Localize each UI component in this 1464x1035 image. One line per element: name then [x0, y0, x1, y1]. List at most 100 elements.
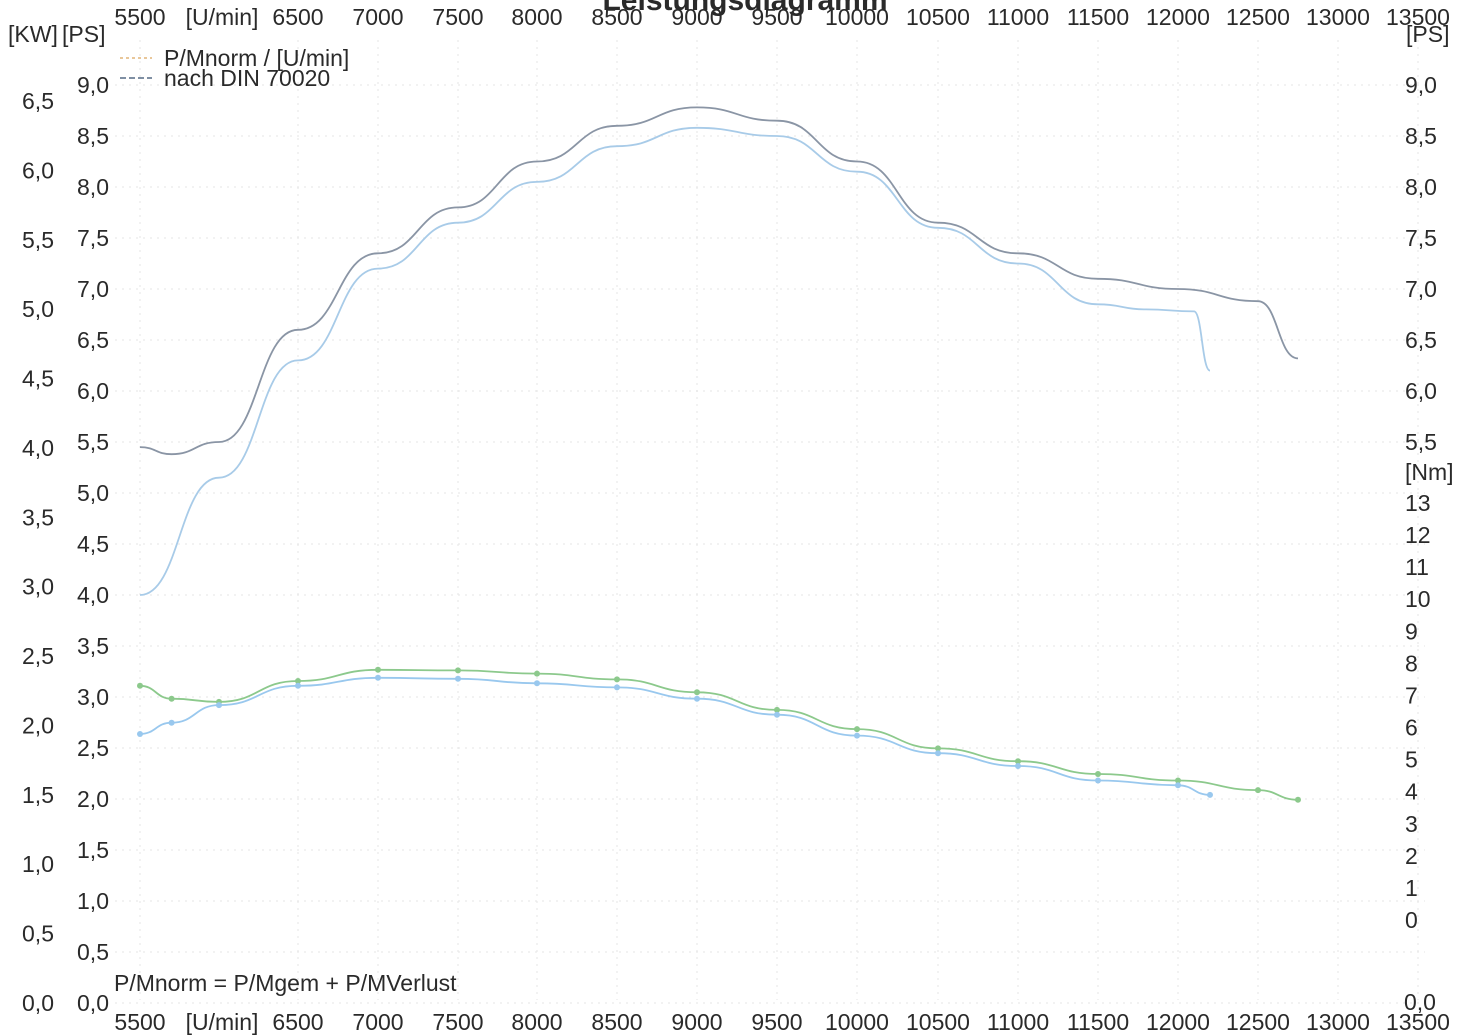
nm-tick-7: 7	[1405, 682, 1418, 708]
nm-tick-6: 6	[1405, 715, 1418, 741]
kw-tick-8: 2,5	[22, 643, 54, 669]
nm-tick-13: 13	[1405, 490, 1431, 516]
ps-left-tick-0: 9,0	[77, 72, 109, 98]
ps-left-tick-12: 3,0	[77, 684, 109, 710]
kw-tick-2: 5,5	[22, 227, 54, 253]
x-tick-top-7500: 7500	[432, 4, 483, 30]
nm-tick-1: 1	[1405, 875, 1418, 901]
x-tick-bottom-9500: 9500	[751, 1009, 802, 1035]
x-tick-bottom-12500: 12500	[1226, 1009, 1290, 1035]
series-point-torque-din-12	[1015, 763, 1021, 769]
kw-tick-9: 2,0	[22, 712, 54, 738]
series-point-torque-norm-9	[774, 706, 780, 713]
ps-left-tick-15: 1,5	[77, 837, 109, 863]
ps-left-tick-13: 2,5	[77, 735, 109, 761]
kw-tick-1: 6,0	[22, 157, 54, 183]
x-tick-top-12000: 12000	[1146, 4, 1210, 30]
series-point-torque-din-13	[1095, 777, 1101, 784]
series-point-torque-norm-6	[534, 670, 540, 677]
ps-right-tick-1: 8,5	[1405, 123, 1437, 149]
x-tick-bottom-7000: 7000	[352, 1009, 403, 1035]
nm-tick-10: 10	[1405, 586, 1431, 612]
series-point-torque-din-3	[295, 682, 301, 689]
ps-left-tick-10: 4,0	[77, 582, 109, 608]
formula-annotation: P/Mnorm = P/Mgem + P/MVerlust	[114, 970, 457, 996]
series-point-torque-norm-15	[1255, 787, 1261, 794]
ps-left-tick-17: 0,5	[77, 939, 109, 965]
x-tick-bottom-10000: 10000	[825, 1009, 889, 1035]
series-point-torque-norm-11	[935, 745, 941, 752]
series-point-torque-norm-7	[614, 676, 620, 683]
ps-axis-label-right: [PS]	[1406, 21, 1449, 47]
nm-tick-8: 8	[1405, 650, 1418, 676]
series-point-torque-din-7	[614, 684, 620, 691]
series-line-power-din	[139, 126, 1211, 596]
series-point-torque-norm-1	[168, 695, 175, 702]
ps-left-tick-11: 3,5	[77, 633, 109, 659]
series-line-torque-din	[139, 676, 1211, 796]
x-unit-top: [U/min]	[186, 4, 259, 30]
nm-tick-12: 12	[1405, 522, 1431, 548]
series-point-torque-norm-13	[1095, 771, 1101, 777]
x-tick-top-12500: 12500	[1226, 4, 1290, 30]
x-tick-top-9000: 9000	[671, 4, 722, 30]
gridlines	[115, 40, 1425, 1004]
series-point-torque-norm-0	[137, 682, 143, 689]
ps-left-tick-3: 7,5	[77, 225, 109, 251]
series-point-torque-din-11	[935, 750, 941, 757]
series-point-torque-norm-8	[694, 689, 700, 696]
series-point-torque-din-0	[137, 731, 143, 737]
legend-label-1: nach DIN 70020	[164, 65, 330, 91]
ps-left-tick-7: 5,5	[77, 429, 109, 455]
ps-axis-right: 9,0 8,5 8,0 7,5 7,0 6,5 6,0 5,5	[1405, 72, 1437, 455]
x-tick-top-10500: 10500	[906, 4, 970, 30]
x-tick-top-5500: 5500	[114, 4, 165, 30]
x-tick-bottom-10500: 10500	[906, 1009, 970, 1035]
x-tick-top-11000: 11000	[987, 4, 1049, 30]
x-tick-top-8500: 8500	[591, 4, 642, 30]
ps-axis-label-left: [PS]	[62, 21, 105, 47]
x-tick-bottom-7500: 7500	[432, 1009, 483, 1035]
nm-tick-3: 3	[1405, 811, 1418, 837]
kw-tick-6: 3,5	[22, 504, 54, 530]
ps-left-tick-6: 6,0	[77, 378, 109, 404]
x-tick-top-13500: 13500	[1386, 4, 1450, 30]
series-point-torque-norm-16	[1295, 796, 1301, 803]
series-line-torque-norm	[139, 668, 1299, 801]
nm-tick-9: 9	[1405, 618, 1418, 644]
series-point-torque-norm-4	[375, 666, 381, 673]
series-point-torque-norm-5	[455, 667, 461, 674]
x-tick-top-13000: 13000	[1306, 4, 1370, 30]
nm-tick-4: 4	[1405, 779, 1418, 805]
ps-right-tick-3: 7,5	[1405, 225, 1437, 251]
x-tick-top-8000: 8000	[511, 4, 562, 30]
x-tick-top-11500: 11500	[1067, 4, 1129, 30]
kw-tick-3: 5,0	[22, 296, 54, 322]
ps-axis-left: 9,0 8,5 8,0 7,5 7,0 6,5 6,0 5,5 5,0 4,5 4,0 3,5 3,0 2…	[77, 72, 109, 1016]
ps-right-tick-6: 6,0	[1405, 378, 1437, 404]
x-tick-top-9500: 9500	[751, 4, 802, 30]
x-tick-top-6500: 6500	[272, 4, 323, 30]
nm-tick-5: 5	[1405, 747, 1418, 773]
ps-left-tick-1: 8,5	[77, 123, 109, 149]
ps-left-tick-2: 8,0	[77, 174, 109, 200]
nm-tick-2: 2	[1405, 843, 1418, 869]
ps-right-bottom-tick: 0,0	[1404, 989, 1436, 1015]
ps-left-tick-4: 7,0	[77, 276, 109, 302]
kw-tick-10: 1,5	[22, 782, 54, 808]
ps-left-tick-5: 6,5	[77, 327, 109, 353]
kw-tick-4: 4,5	[22, 366, 54, 392]
x-tick-bottom-6500: 6500	[272, 1009, 323, 1035]
x-tick-bottom-11500: 11500	[1067, 1009, 1129, 1035]
ps-right-tick-0: 9,0	[1405, 72, 1437, 98]
x-tick-bottom-9000: 9000	[671, 1009, 722, 1035]
legend: P/Mnorm / [U/min]nach DIN 70020	[120, 45, 349, 91]
nm-axis-label: [Nm]	[1405, 459, 1454, 485]
kw-tick-13: 0,0	[22, 990, 54, 1016]
ps-left-tick-9: 4,5	[77, 531, 109, 557]
series-point-torque-din-8	[694, 695, 700, 702]
kw-tick-12: 0,5	[22, 921, 54, 947]
nm-tick-0: 0	[1405, 907, 1418, 933]
